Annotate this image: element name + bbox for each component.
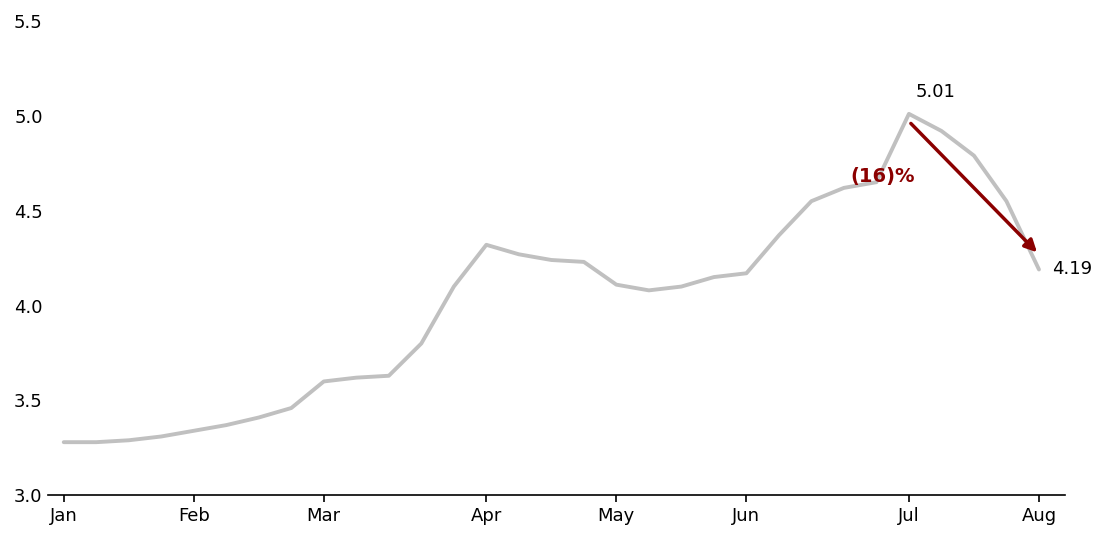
Text: 4.19: 4.19 <box>1051 260 1092 279</box>
Text: (16)%: (16)% <box>851 167 915 186</box>
Text: 5.01: 5.01 <box>915 82 955 101</box>
